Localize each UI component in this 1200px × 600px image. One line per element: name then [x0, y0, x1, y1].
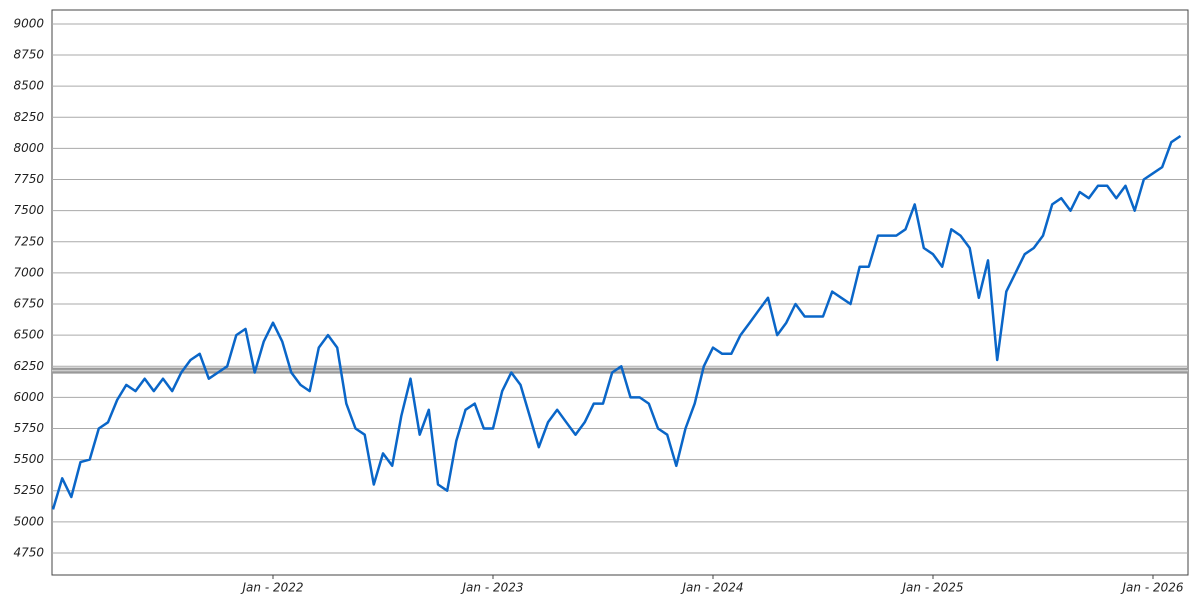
y-tick-label: 5000 — [13, 514, 44, 528]
x-tick-label: Jan - 2023 — [461, 581, 524, 595]
y-tick-label: 5500 — [13, 452, 44, 466]
y-tick-label: 7250 — [13, 234, 44, 248]
y-tick-label: 8000 — [13, 141, 44, 155]
y-tick-label: 8500 — [13, 79, 44, 93]
y-tick-label: 5750 — [13, 421, 44, 435]
y-tick-label: 8750 — [13, 48, 44, 62]
y-tick-label: 7500 — [13, 203, 44, 217]
plot-area — [51, 9, 1189, 576]
y-tick-label: 6750 — [13, 297, 44, 311]
y-tick-label: 8250 — [13, 110, 44, 124]
x-tick-label: Jan - 2024 — [681, 581, 744, 595]
y-tick-label: 7750 — [13, 172, 44, 186]
y-tick-label: 6250 — [13, 359, 44, 373]
x-tick-label: Jan - 2025 — [901, 581, 964, 595]
y-tick-label: 4750 — [13, 545, 44, 559]
y-tick-label: 7000 — [13, 265, 44, 279]
y-tick-label: 5250 — [13, 483, 44, 497]
y-tick-label: 9000 — [13, 16, 44, 30]
price-line — [51, 134, 1182, 510]
x-tick-label: Jan - 2022 — [241, 581, 304, 595]
y-tick-label: 6000 — [13, 390, 44, 404]
x-tick-label: Jan - 2026 — [1121, 581, 1184, 595]
y-tick-label: 6500 — [13, 328, 44, 342]
